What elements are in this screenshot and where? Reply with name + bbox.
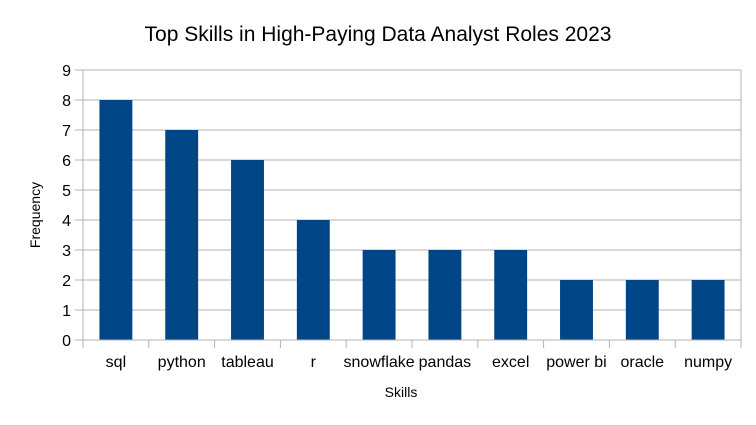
bar-pandas (428, 250, 462, 340)
y-tick-label: 5 (62, 183, 71, 200)
y-tick-label: 9 (62, 63, 71, 80)
bar-python (165, 130, 199, 340)
y-tick-label: 8 (62, 93, 71, 110)
x-axis-title: Skills (385, 384, 418, 400)
x-tick-label: r (311, 354, 317, 371)
x-tick-label: pandas (419, 354, 472, 371)
y-tick-label: 7 (62, 123, 71, 140)
y-tick-label: 0 (62, 333, 71, 350)
x-tick-label: sql (106, 354, 126, 371)
bar-numpy (691, 280, 725, 340)
bar-snowflake (362, 250, 396, 340)
axes (82, 69, 742, 341)
bar-tableau (231, 160, 264, 340)
x-tick-label: python (158, 354, 206, 371)
bar-sql (99, 100, 133, 340)
bar-power-bi (560, 280, 593, 340)
y-tick-label: 3 (62, 243, 71, 260)
y-axis-title: Frequency (27, 182, 43, 248)
y-tick-label: 6 (62, 153, 71, 170)
x-tick-label: oracle (621, 354, 665, 371)
y-tick-label: 1 (62, 303, 71, 320)
x-tick-label: power bi (546, 354, 606, 371)
bar-r (296, 220, 330, 340)
y-tick-label: 4 (62, 213, 71, 230)
y-tick-labels: 0 1 2 3 4 5 6 7 8 9 (62, 63, 71, 350)
bars (99, 100, 725, 340)
bar-oracle (625, 280, 659, 340)
plot-frame (82, 69, 742, 341)
y-tick-label: 2 (62, 273, 71, 290)
x-tick-label: snowflake (344, 354, 415, 371)
x-tick-labels: sql python tableau r snowflake pandas excel pow… (106, 354, 732, 371)
x-tick-label: excel (492, 354, 529, 371)
x-tick-label: tableau (221, 354, 274, 371)
chart-title: Top Skills in High-Paying Data Analyst R… (145, 23, 612, 46)
x-tick-label: numpy (684, 354, 732, 371)
bar-excel (494, 250, 528, 340)
